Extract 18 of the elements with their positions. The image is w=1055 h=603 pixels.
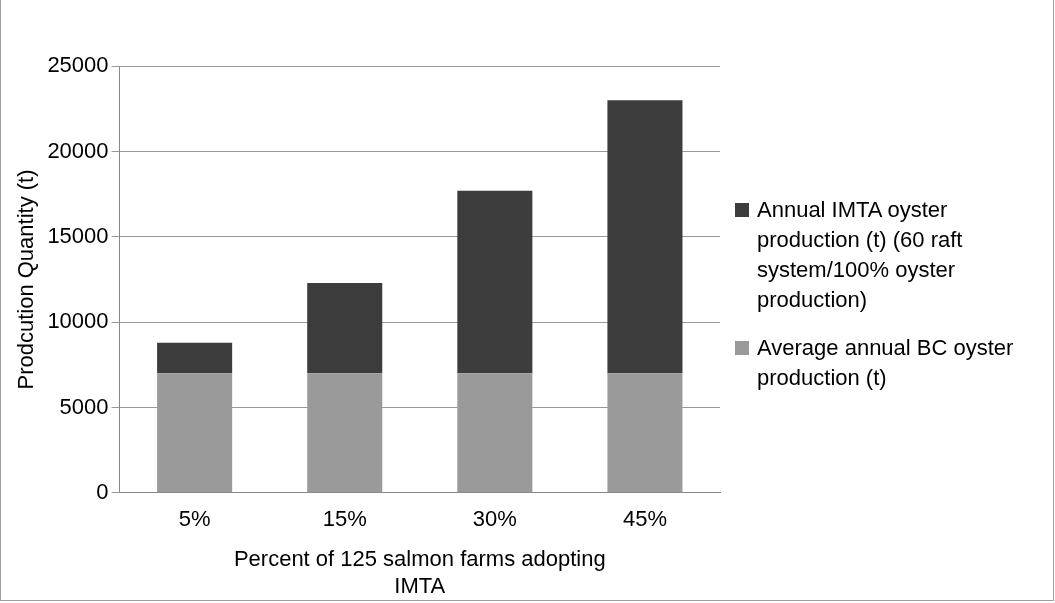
y-tick-label: 25000 (47, 52, 109, 78)
y-tick-label: 0 (96, 478, 109, 504)
x-tick-label: 45% (622, 506, 667, 532)
y-tick-label: 15000 (47, 222, 109, 248)
y-tick-label: 20000 (47, 137, 109, 163)
bar (457, 190, 533, 374)
bar (157, 342, 233, 374)
y-tick-label: 5000 (59, 393, 109, 419)
x-axis-title: Percent of 125 salmon farms adopting IMTA (233, 546, 606, 598)
x-tick-label: 15% (322, 506, 367, 532)
bar (307, 282, 383, 374)
bar (607, 100, 683, 374)
x-tick-label: 5% (178, 506, 211, 532)
y-tick-label: 10000 (47, 308, 109, 334)
legend-label: Average annual BC oyster production (t) (757, 334, 1015, 392)
x-tick-label: 30% (472, 506, 517, 532)
legend-label: Annual IMTA oyster production (t) (60 raft system/100% oyster production) (757, 196, 964, 314)
y-axis-title: Prodcution Quantity (t) (13, 169, 39, 390)
